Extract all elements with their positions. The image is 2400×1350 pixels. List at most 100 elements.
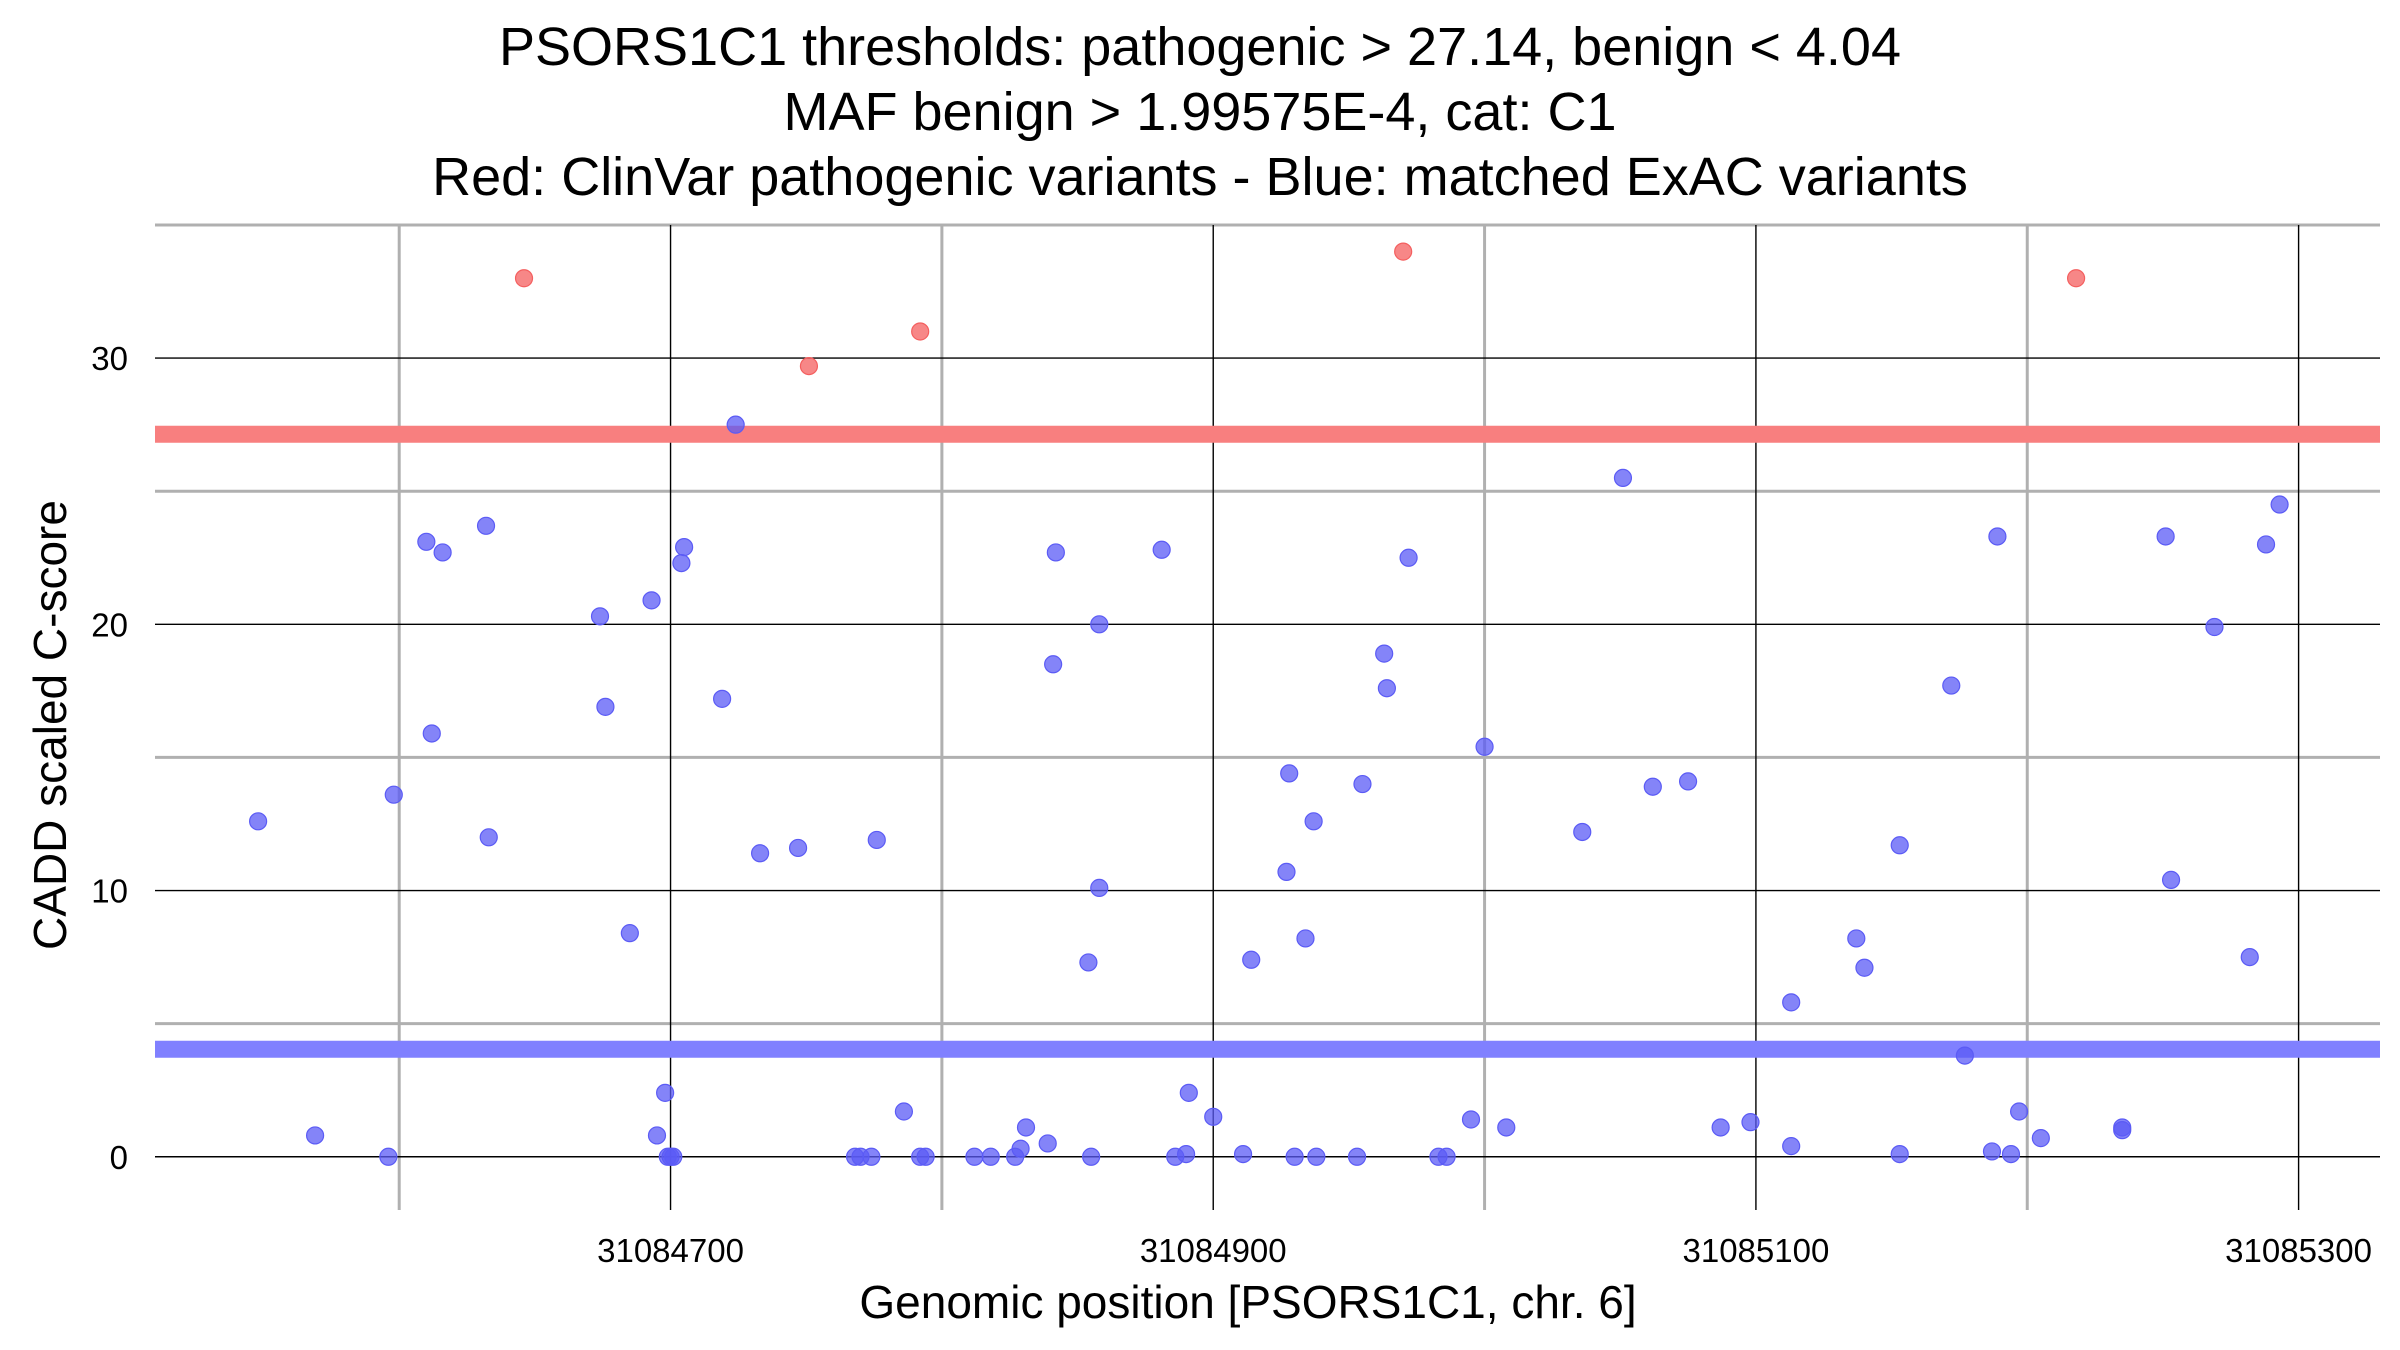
benign-point xyxy=(1285,1147,1304,1166)
benign-point xyxy=(620,924,639,943)
x-tick-label: 31084900 xyxy=(1140,1232,1287,1269)
benign-point xyxy=(1711,1118,1730,1137)
y-tick-label: 20 xyxy=(91,606,128,643)
chart-title-line-2: MAF benign > 1.99575E-4, cat: C1 xyxy=(783,82,1617,142)
benign-point xyxy=(981,1147,1000,1166)
benign-point xyxy=(1573,822,1592,842)
x-tick-label: 31085300 xyxy=(2225,1232,2372,1269)
benign-point xyxy=(1353,774,1372,794)
grid-major xyxy=(155,225,2380,1210)
benign-point xyxy=(1044,655,1063,674)
benign-point xyxy=(590,607,610,626)
benign-point xyxy=(1399,548,1418,567)
chart-title-line-1: PSORS1C1 thresholds: pathogenic > 27.14,… xyxy=(499,17,1901,77)
benign-point xyxy=(384,785,403,804)
pathogenic-point xyxy=(2066,269,2086,288)
benign-point xyxy=(713,689,732,708)
benign-point xyxy=(867,830,886,850)
benign-point xyxy=(1347,1147,1367,1166)
benign-point xyxy=(476,516,496,535)
benign-point xyxy=(1090,878,1109,897)
y-axis-label: CADD scaled C-score xyxy=(24,500,76,950)
benign-point xyxy=(656,1083,675,1102)
benign-point xyxy=(2205,617,2224,637)
benign-point xyxy=(965,1147,984,1166)
benign-point xyxy=(1437,1147,1456,1166)
x-axis-label: Genomic position [PSORS1C1, chr. 6] xyxy=(859,1276,1636,1328)
benign-point xyxy=(1678,772,1698,791)
benign-point xyxy=(1890,836,1909,855)
benign-point xyxy=(1988,527,2007,546)
benign-point xyxy=(433,543,452,562)
benign-point xyxy=(672,553,691,573)
chart-title-line-3: Red: ClinVar pathogenic variants - Blue:… xyxy=(432,147,1968,207)
benign-point xyxy=(1982,1142,2002,1161)
grid-minor xyxy=(155,223,2380,1210)
benign-point xyxy=(1741,1113,1760,1132)
pathogenic-point xyxy=(514,269,534,288)
benign-point xyxy=(1475,737,1494,756)
benign-point xyxy=(596,697,615,716)
benign-point xyxy=(1046,543,1065,562)
benign-point xyxy=(862,1147,881,1166)
benign-point xyxy=(1855,958,1874,977)
pathogenic-point xyxy=(1394,242,1413,261)
benign-point xyxy=(479,828,498,847)
benign-point xyxy=(2270,495,2289,514)
benign-point xyxy=(1942,676,1961,695)
benign-point xyxy=(1152,540,1171,559)
benign-point xyxy=(2256,535,2276,554)
benign-point xyxy=(1277,862,1296,882)
y-tick-label: 0 xyxy=(110,1139,128,1176)
benign-point xyxy=(422,724,441,743)
benign-point xyxy=(1782,993,1801,1012)
benign-point xyxy=(1461,1110,1481,1129)
benign-point xyxy=(675,538,694,557)
y-tick-label: 10 xyxy=(91,873,128,910)
benign-point xyxy=(1613,468,1633,488)
benign-point xyxy=(1375,644,1394,663)
benign-point xyxy=(1242,950,1261,969)
benign-point xyxy=(1307,1147,1326,1166)
benign-point xyxy=(2161,870,2181,889)
benign-point xyxy=(1643,777,1662,796)
benign-point xyxy=(1296,929,1315,948)
benign-point xyxy=(1082,1147,1101,1166)
benign-point xyxy=(1090,615,1109,634)
benign-point xyxy=(2156,527,2175,546)
benign-point xyxy=(417,532,436,551)
benign-point xyxy=(249,812,268,831)
data-points xyxy=(249,242,2289,1166)
benign-point xyxy=(379,1147,398,1166)
benign-point xyxy=(1847,929,1866,948)
y-tick-label: 30 xyxy=(91,340,128,377)
pathogenic-point xyxy=(799,356,819,376)
benign-point xyxy=(750,844,770,863)
benign-point xyxy=(788,838,808,858)
benign-point xyxy=(642,591,661,610)
benign-point xyxy=(894,1102,914,1121)
benign-point xyxy=(1011,1139,1030,1158)
axis-ticks: 31084700 31084900 31085100 31085300 0 10 20 30 xyxy=(91,340,2372,1269)
benign-point xyxy=(1377,679,1396,698)
benign-point xyxy=(2031,1129,2050,1148)
benign-point xyxy=(1179,1083,1198,1102)
benign-point xyxy=(726,415,745,434)
benign-point xyxy=(2240,947,2259,967)
threshold-lines xyxy=(155,425,2380,1058)
benign-point xyxy=(1782,1137,1801,1156)
benign-point xyxy=(1038,1134,1057,1153)
benign-point xyxy=(1204,1107,1223,1126)
benign-point xyxy=(2001,1144,2021,1164)
x-tick-label: 31085100 xyxy=(1683,1232,1830,1269)
benign-point xyxy=(1280,764,1299,783)
x-tick-label: 31084700 xyxy=(597,1232,744,1269)
benign-point xyxy=(1079,953,1098,972)
benign-point xyxy=(1304,812,1323,831)
benign-point xyxy=(1955,1046,1974,1065)
benign-point xyxy=(1016,1118,1036,1137)
benign-point xyxy=(2113,1121,2132,1140)
benign-point xyxy=(916,1147,935,1166)
benign-point xyxy=(1890,1144,1909,1164)
